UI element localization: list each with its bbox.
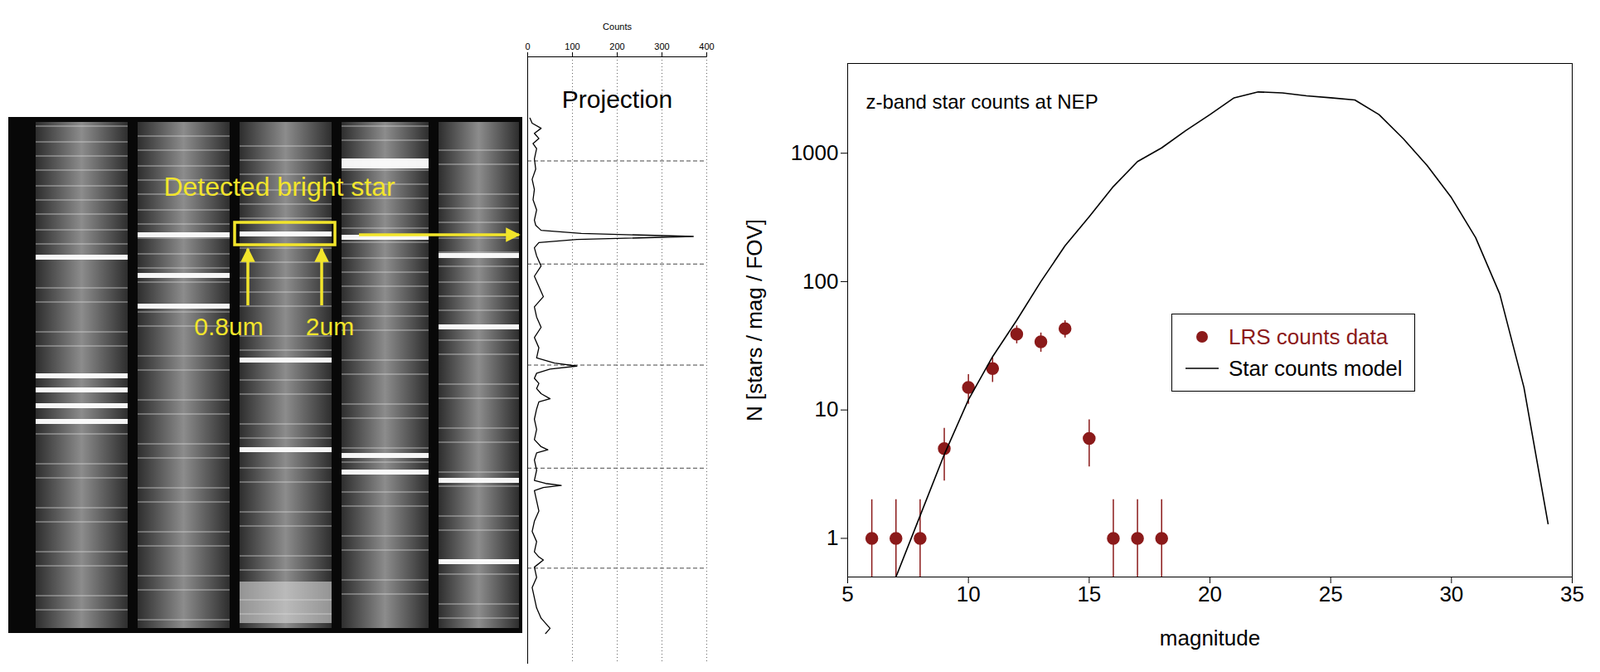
html-text:Star counts model: Star counts model <box>1228 355 1403 381</box>
svg-text:5: 5 <box>841 581 854 607</box>
svg-text:300: 300 <box>654 41 670 52</box>
svg-text:Detected bright star: Detected bright star <box>163 171 396 202</box>
svg-text:z-band star counts at NEP: z-band star counts at NEP <box>866 90 1099 113</box>
svg-text:0: 0 <box>524 41 530 52</box>
svg-text:0.8um: 0.8um <box>193 312 263 340</box>
svg-text:200: 200 <box>609 41 625 52</box>
svg-text:Projection: Projection <box>562 85 673 113</box>
svg-text:magnitude: magnitude <box>1159 625 1261 650</box>
svg-text:100: 100 <box>802 268 839 294</box>
svg-text:400: 400 <box>698 41 714 52</box>
svg-text:1000: 1000 <box>790 140 839 165</box>
svg-text:N [stars / mag / FOV]: N [stars / mag / FOV] <box>741 218 767 422</box>
html-text:LRS counts data: LRS counts data <box>1228 323 1388 349</box>
svg-text:15: 15 <box>1076 581 1101 607</box>
svg-text:1: 1 <box>826 524 839 550</box>
svg-text:35: 35 <box>1560 581 1585 607</box>
svg-text:25: 25 <box>1318 581 1344 607</box>
svg-text:100: 100 <box>564 41 580 52</box>
svg-text:30: 30 <box>1439 581 1464 607</box>
svg-text:10: 10 <box>956 581 981 607</box>
svg-text:2um: 2um <box>305 312 354 340</box>
svg-text:Counts: Counts <box>602 21 632 32</box>
svg-text:10: 10 <box>814 396 839 422</box>
svg-text:20: 20 <box>1197 581 1222 607</box>
